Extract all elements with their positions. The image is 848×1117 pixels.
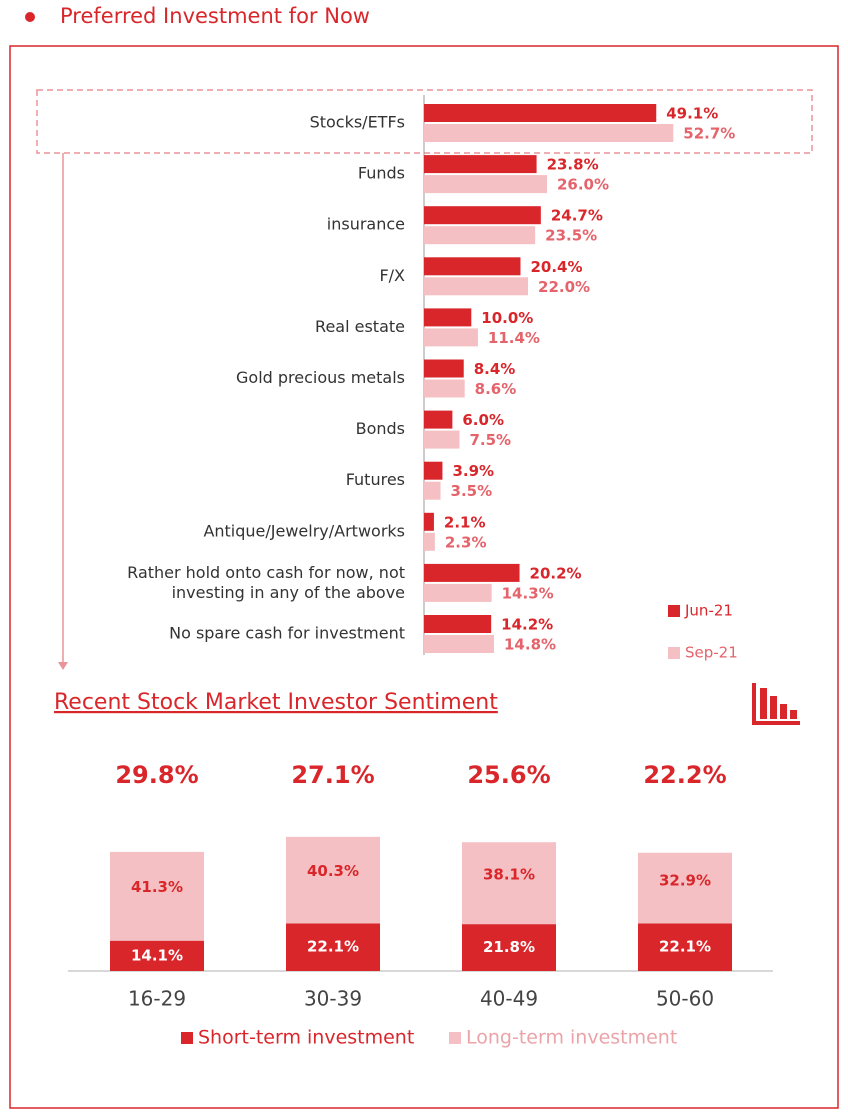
chart-icon xyxy=(752,683,800,725)
category-label: Real estate xyxy=(315,317,405,336)
value-label: 7.5% xyxy=(469,431,511,449)
legend-swatch xyxy=(668,605,680,617)
value-label: 23.5% xyxy=(545,227,597,245)
category-label: Funds xyxy=(358,164,405,183)
bar xyxy=(424,615,492,633)
bar xyxy=(424,124,674,142)
annotation: 22.2% xyxy=(643,761,726,789)
bar-segment xyxy=(462,924,556,971)
chart-title: Recent Stock Market Investor Sentiment xyxy=(54,690,498,715)
bar xyxy=(424,104,657,122)
category-label: Futures xyxy=(346,470,405,489)
bar xyxy=(424,155,537,174)
bar xyxy=(424,461,443,480)
value-label: 24.7% xyxy=(551,207,603,225)
frame xyxy=(9,45,839,1109)
value-label: 22.1% xyxy=(659,938,711,956)
bar xyxy=(424,175,547,194)
value-label: 26.0% xyxy=(557,176,609,194)
value-label: 3.5% xyxy=(451,482,493,500)
bar xyxy=(424,563,520,582)
bar-segment xyxy=(638,923,732,971)
legend-label: Short-term investment xyxy=(198,1027,414,1049)
bar xyxy=(424,277,529,296)
legend-swatch xyxy=(181,1032,193,1044)
bar-segment xyxy=(286,836,380,924)
bar xyxy=(424,583,492,602)
value-label: 20.4% xyxy=(530,258,582,276)
value-label: 23.8% xyxy=(547,156,599,174)
value-label: 11.4% xyxy=(488,329,540,347)
bar-segment xyxy=(638,852,732,924)
bar xyxy=(424,532,435,551)
x-tick-label: 30-39 xyxy=(304,987,362,1011)
value-label: 2.3% xyxy=(445,533,487,551)
category-label: insurance xyxy=(327,215,405,234)
bar xyxy=(424,359,464,378)
bar-segment xyxy=(110,851,204,941)
bar-segment xyxy=(110,940,204,971)
x-tick-label: 40-49 xyxy=(480,987,538,1011)
value-label: 2.1% xyxy=(444,513,486,531)
value-label: 32.9% xyxy=(659,872,711,890)
annotation: 27.1% xyxy=(291,761,374,789)
category-label: F/X xyxy=(379,266,405,285)
value-label: 22.1% xyxy=(307,938,359,956)
bar xyxy=(424,635,495,653)
legend-swatch xyxy=(449,1032,461,1044)
legend-label: Jun-21 xyxy=(684,602,733,620)
x-tick-label: 16-29 xyxy=(128,987,186,1011)
value-label: 3.9% xyxy=(452,462,494,480)
value-label: 14.3% xyxy=(502,584,554,602)
value-label: 8.6% xyxy=(475,380,517,398)
title-dot xyxy=(25,12,35,22)
bar xyxy=(424,481,441,500)
bar xyxy=(424,512,434,531)
value-label: 22.0% xyxy=(538,278,590,296)
bar-segment xyxy=(462,842,556,925)
x-tick-label: 50-60 xyxy=(656,987,714,1011)
bar xyxy=(424,226,536,245)
bar xyxy=(424,410,453,429)
value-label: 49.1% xyxy=(666,105,718,123)
value-label: 38.1% xyxy=(483,865,535,883)
bar xyxy=(424,328,478,347)
bar xyxy=(424,308,472,327)
category-label: Stocks/ETFs xyxy=(310,113,405,132)
page-title: Preferred Investment for Now xyxy=(60,4,370,28)
legend-label: Sep-21 xyxy=(685,644,738,662)
value-label: 52.7% xyxy=(683,125,735,143)
category-label: Antique/Jewelry/Artworks xyxy=(203,521,405,540)
value-label: 6.0% xyxy=(462,411,504,429)
value-label: 40.3% xyxy=(307,862,359,880)
value-label: 20.2% xyxy=(530,564,582,582)
bar xyxy=(424,379,465,398)
bar xyxy=(424,430,460,449)
category-label: Gold precious metals xyxy=(236,368,405,387)
legend-label: Long-term investment xyxy=(466,1027,677,1049)
bar xyxy=(424,206,541,225)
value-label: 21.8% xyxy=(483,938,535,956)
annotation: 29.8% xyxy=(115,761,198,789)
category-label: No spare cash for investment xyxy=(169,624,405,643)
category-label: Rather hold onto cash for now, not invest… xyxy=(127,562,405,601)
value-label: 14.8% xyxy=(504,636,556,654)
value-label: 8.4% xyxy=(474,360,516,378)
legend-swatch xyxy=(668,647,680,659)
bar xyxy=(424,257,521,276)
value-label: 10.0% xyxy=(481,309,533,327)
value-label: 14.2% xyxy=(501,616,553,634)
value-label: 14.1% xyxy=(131,946,183,964)
annotation: 25.6% xyxy=(467,761,550,789)
arrow-head xyxy=(58,662,68,670)
category-label: Bonds xyxy=(356,419,405,438)
bar-segment xyxy=(286,923,380,971)
value-label: 41.3% xyxy=(131,878,183,896)
